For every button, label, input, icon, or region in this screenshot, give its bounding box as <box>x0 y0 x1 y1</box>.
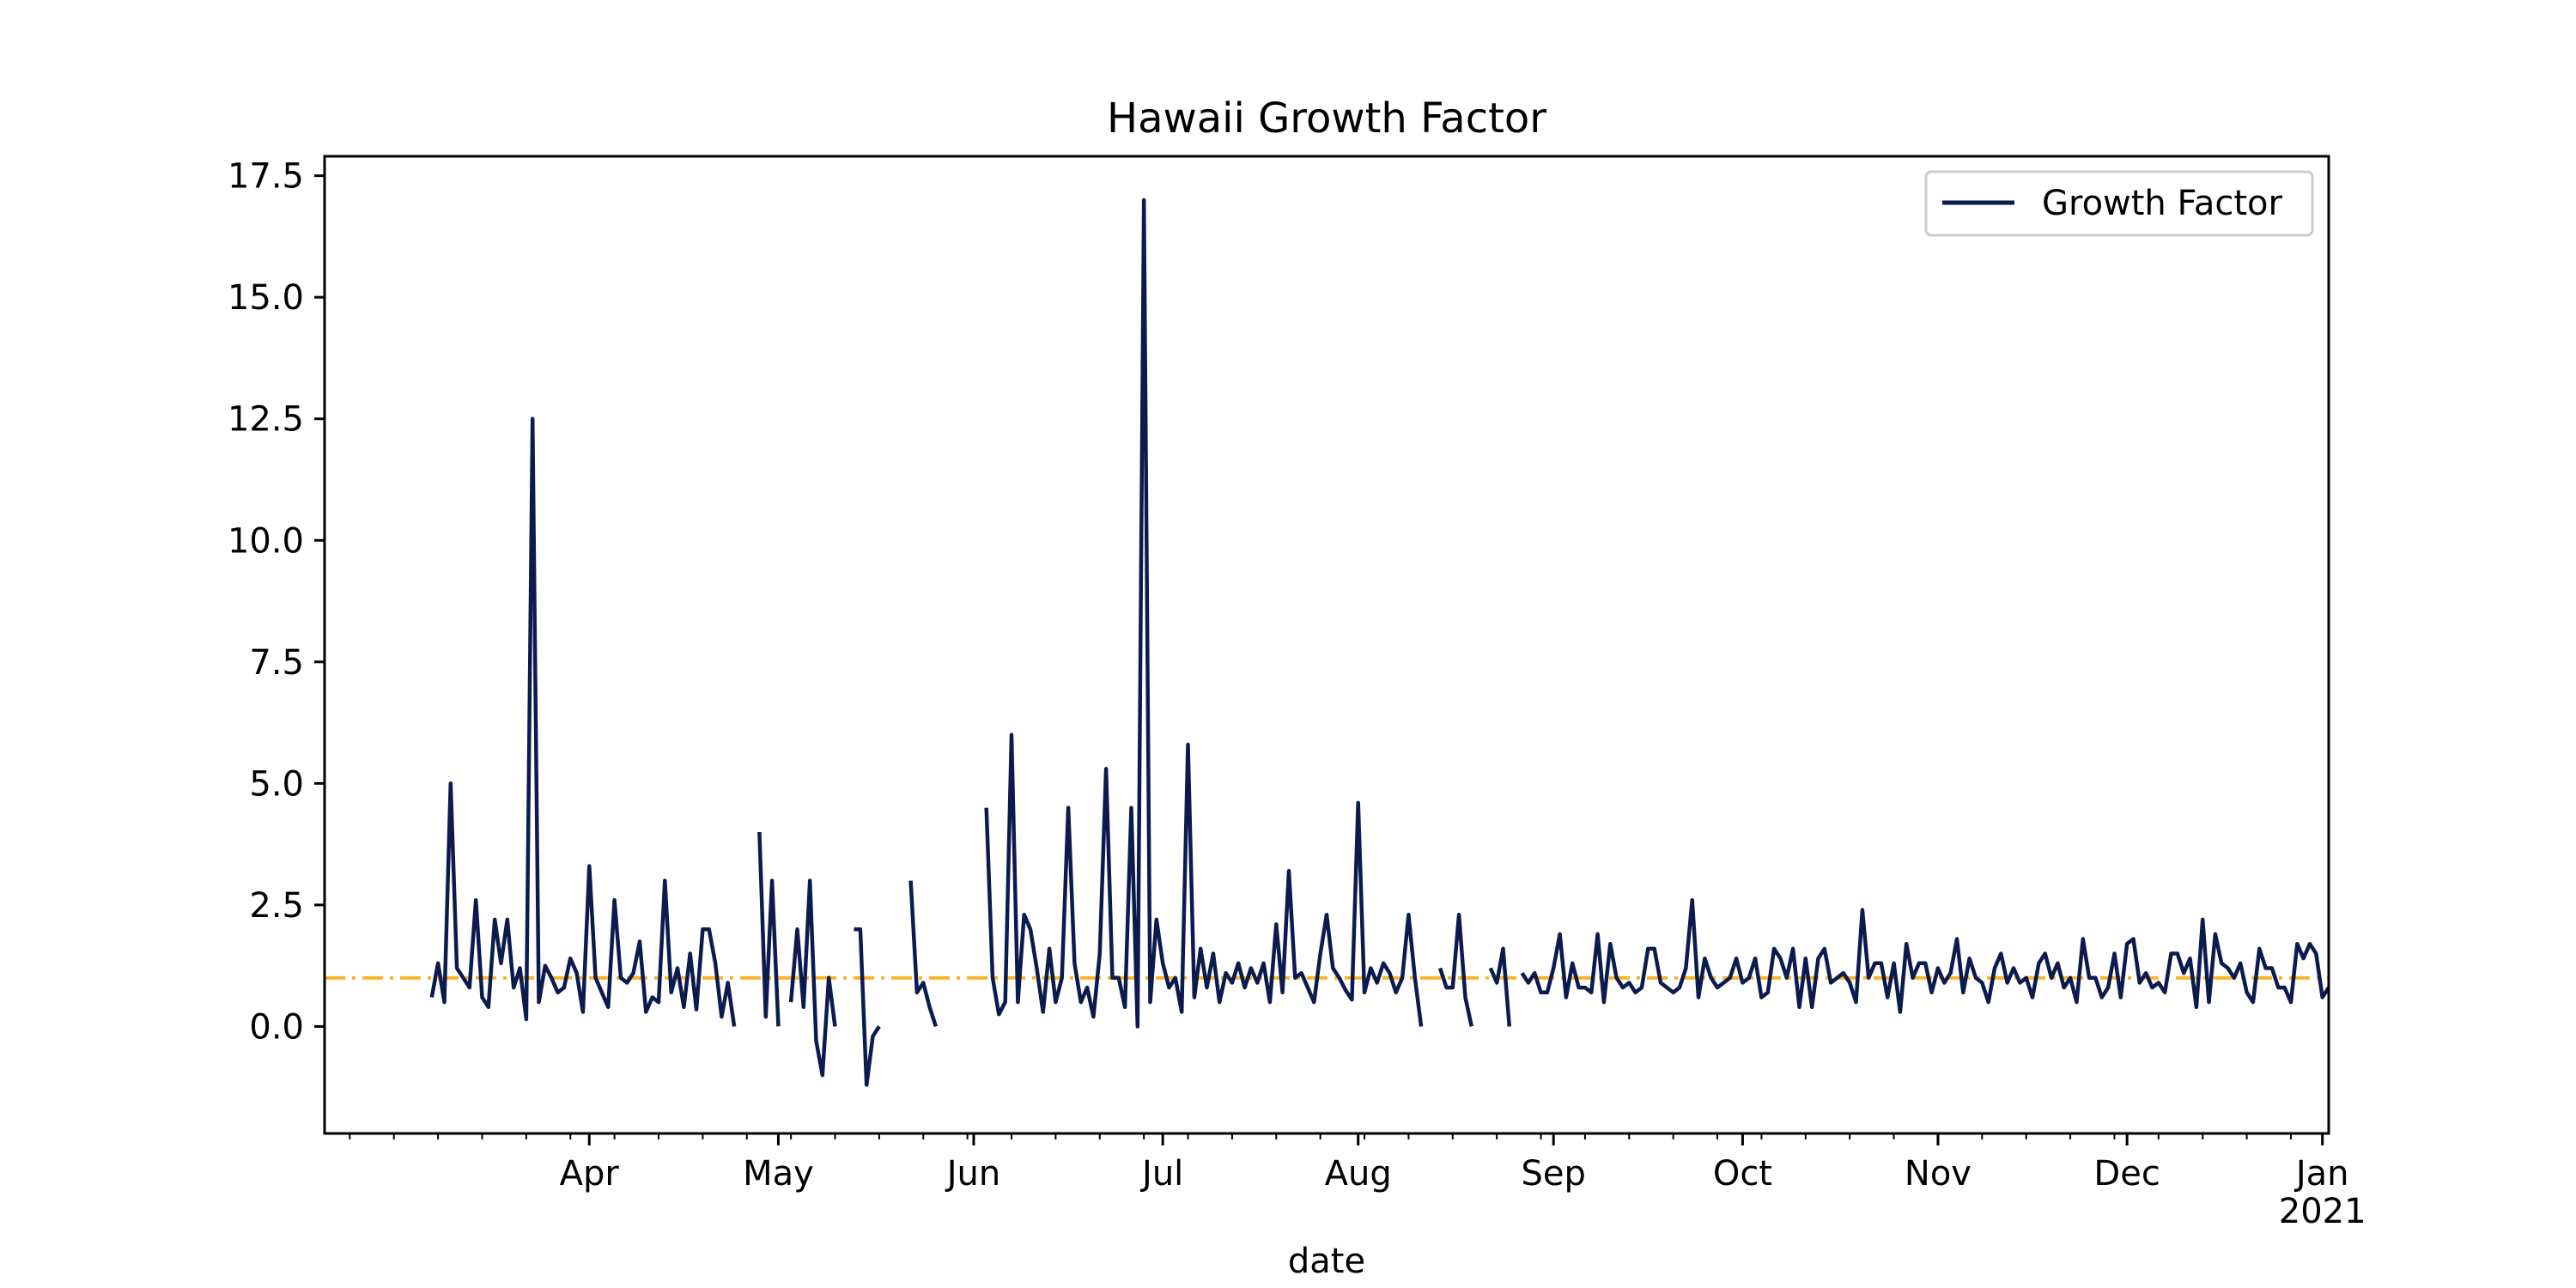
series-line-segment <box>908 880 939 1028</box>
y-tick-label: 0.0 <box>249 1007 304 1047</box>
x-tick-label: May <box>743 1154 814 1194</box>
plot-area <box>323 155 2330 1135</box>
series-group <box>429 197 2330 1087</box>
chart-title: Hawaii Growth Factor <box>1107 94 1546 143</box>
series-line-segment <box>788 878 837 1078</box>
series-line-segment <box>757 831 781 1027</box>
legend: Growth Factor <box>1924 170 2314 237</box>
plot-frame <box>323 155 2330 1135</box>
x-tick-label: Jan <box>2293 1154 2349 1194</box>
y-tick-label: 5.0 <box>249 764 304 804</box>
x-tick-label: Dec <box>2093 1154 2160 1194</box>
x-tick-label: Jun <box>945 1154 1001 1194</box>
series-line-segment <box>854 927 881 1087</box>
series-line-segment <box>1488 946 1512 1027</box>
series-line-segment <box>429 416 737 1027</box>
y-tick-label: 17.5 <box>228 157 304 197</box>
x-tick-label: Jul <box>1139 1154 1183 1194</box>
y-tick-label: 15.0 <box>228 278 304 318</box>
series-line-segment <box>1520 897 2330 1014</box>
y-tick-label: 10.0 <box>228 521 304 561</box>
series-line-segment <box>1437 912 1473 1027</box>
y-tick-label: 2.5 <box>249 886 304 926</box>
x-tick-label: Oct <box>1713 1154 1772 1194</box>
x-tick-sublabel: 2021 <box>2279 1192 2366 1231</box>
series-line-segment <box>984 197 1424 1029</box>
x-tick-label: Aug <box>1325 1154 1392 1194</box>
x-axis-title: date <box>1288 1242 1365 1281</box>
legend-box <box>1924 170 2314 237</box>
y-tick-label: 12.5 <box>228 400 304 440</box>
legend-label-growth-factor: Growth Factor <box>2042 184 2282 223</box>
y-tick-label: 7.5 <box>249 643 304 683</box>
y-axis: 0.0 2.5 5.0 7.5 10.0 12.5 15.0 17.5 <box>228 157 325 1047</box>
x-tick-label: Apr <box>560 1154 620 1194</box>
x-tick-label: Nov <box>1905 1154 1971 1194</box>
x-tick-label: Sep <box>1522 1154 1586 1194</box>
